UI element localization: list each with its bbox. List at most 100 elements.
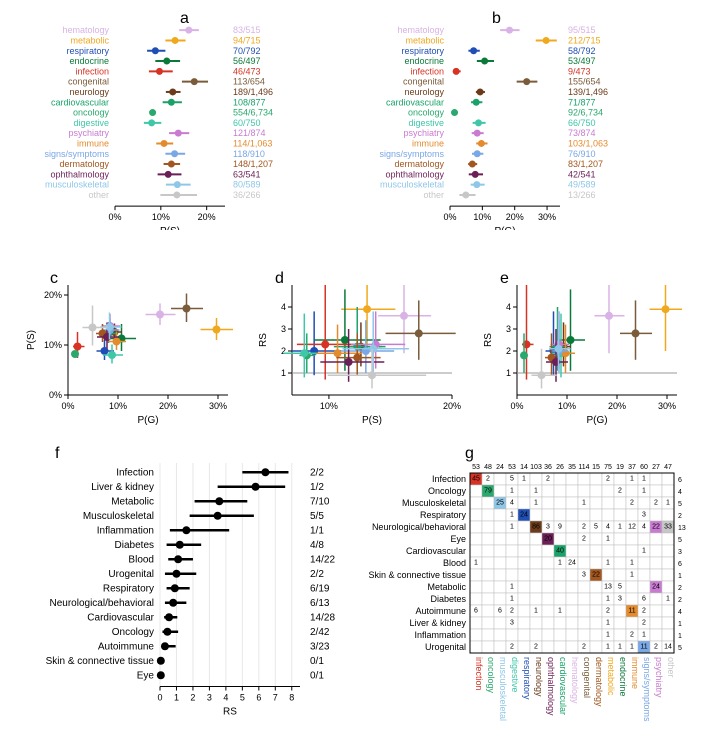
svg-text:1: 1 bbox=[534, 500, 538, 507]
svg-text:2/42: 2/42 bbox=[310, 627, 330, 638]
svg-text:6: 6 bbox=[256, 693, 261, 703]
svg-text:71/877: 71/877 bbox=[568, 97, 596, 107]
svg-text:20%: 20% bbox=[198, 212, 216, 222]
svg-text:6: 6 bbox=[474, 608, 478, 615]
svg-text:20%: 20% bbox=[608, 401, 626, 411]
svg-text:infection: infection bbox=[410, 66, 444, 76]
svg-text:42/541: 42/541 bbox=[568, 169, 596, 179]
svg-text:endocrine: endocrine bbox=[404, 56, 444, 66]
svg-text:22: 22 bbox=[652, 524, 660, 531]
svg-text:0/1: 0/1 bbox=[310, 670, 324, 681]
svg-text:6/19: 6/19 bbox=[310, 583, 330, 594]
svg-text:1: 1 bbox=[606, 632, 610, 639]
svg-text:2: 2 bbox=[642, 620, 646, 627]
svg-text:6/13: 6/13 bbox=[310, 598, 330, 609]
svg-text:respiratory: respiratory bbox=[401, 46, 444, 56]
svg-text:1: 1 bbox=[510, 524, 514, 531]
svg-text:8: 8 bbox=[289, 693, 294, 703]
svg-text:hematology: hematology bbox=[570, 657, 580, 704]
svg-text:148/1,207: 148/1,207 bbox=[233, 159, 273, 169]
svg-text:Liver & kidney: Liver & kidney bbox=[409, 618, 466, 628]
svg-text:respiratory: respiratory bbox=[522, 657, 532, 700]
svg-text:cardiovascular: cardiovascular bbox=[51, 97, 109, 107]
svg-text:10%: 10% bbox=[44, 340, 62, 350]
svg-text:20%: 20% bbox=[44, 290, 62, 300]
svg-text:0%: 0% bbox=[61, 401, 74, 411]
svg-text:Respiratory: Respiratory bbox=[420, 510, 467, 520]
svg-text:digestive: digestive bbox=[73, 118, 109, 128]
svg-text:1: 1 bbox=[582, 500, 586, 507]
svg-text:hematology: hematology bbox=[62, 25, 109, 35]
svg-text:4/8: 4/8 bbox=[310, 540, 324, 551]
svg-text:4: 4 bbox=[678, 489, 682, 496]
svg-text:dermatology: dermatology bbox=[59, 159, 109, 169]
svg-text:20: 20 bbox=[544, 536, 552, 543]
svg-text:114/1,063: 114/1,063 bbox=[233, 138, 272, 148]
svg-text:108/877: 108/877 bbox=[233, 97, 266, 107]
svg-text:24: 24 bbox=[652, 584, 660, 591]
svg-text:Eye: Eye bbox=[137, 670, 155, 681]
svg-text:signs/symptoms: signs/symptoms bbox=[379, 149, 444, 159]
svg-text:Musculoskeletal: Musculoskeletal bbox=[402, 498, 466, 508]
svg-text:musculoskeletal: musculoskeletal bbox=[380, 180, 444, 190]
svg-text:congenital: congenital bbox=[582, 657, 592, 698]
svg-text:Autoimmune: Autoimmune bbox=[415, 606, 466, 616]
svg-text:12: 12 bbox=[628, 524, 636, 531]
svg-text:Cardiovascular: Cardiovascular bbox=[406, 546, 466, 556]
panel-f-chart: Infection2/2Liver & kidney1/2Metabolic7/… bbox=[10, 455, 360, 725]
svg-text:1/1: 1/1 bbox=[310, 525, 324, 536]
svg-text:58/792: 58/792 bbox=[568, 46, 596, 56]
svg-text:75: 75 bbox=[604, 464, 612, 471]
svg-text:24: 24 bbox=[568, 560, 576, 567]
svg-text:Inflammation: Inflammation bbox=[414, 630, 466, 640]
svg-text:27: 27 bbox=[652, 464, 660, 471]
svg-text:10%: 10% bbox=[152, 212, 170, 222]
svg-text:P(G): P(G) bbox=[586, 415, 607, 426]
svg-text:1: 1 bbox=[630, 572, 634, 579]
svg-text:2: 2 bbox=[486, 476, 490, 483]
svg-text:0: 0 bbox=[157, 693, 162, 703]
svg-text:Liver & kidney: Liver & kidney bbox=[91, 482, 154, 493]
svg-text:66/750: 66/750 bbox=[568, 118, 596, 128]
svg-text:36: 36 bbox=[544, 464, 552, 471]
svg-text:45: 45 bbox=[472, 476, 480, 483]
svg-text:1: 1 bbox=[630, 644, 634, 651]
svg-text:2: 2 bbox=[606, 476, 610, 483]
svg-text:1: 1 bbox=[642, 632, 646, 639]
svg-text:155/654: 155/654 bbox=[568, 77, 601, 87]
svg-text:35: 35 bbox=[568, 464, 576, 471]
svg-text:2: 2 bbox=[534, 644, 538, 651]
svg-text:5: 5 bbox=[510, 476, 514, 483]
svg-text:2: 2 bbox=[510, 644, 514, 651]
svg-text:20%: 20% bbox=[443, 401, 461, 411]
svg-text:5: 5 bbox=[618, 584, 622, 591]
svg-text:2: 2 bbox=[190, 693, 195, 703]
svg-text:P(G): P(G) bbox=[137, 415, 158, 426]
panel-c-chart: 0%10%20%30%0%10%20%P(G)P(S) bbox=[20, 275, 245, 435]
svg-text:Urogenital: Urogenital bbox=[108, 569, 154, 580]
svg-text:2: 2 bbox=[678, 513, 682, 520]
svg-text:49/589: 49/589 bbox=[568, 180, 596, 190]
svg-text:P(S): P(S) bbox=[160, 226, 180, 230]
svg-text:psychiatry: psychiatry bbox=[654, 657, 664, 698]
svg-text:digestive: digestive bbox=[408, 118, 444, 128]
svg-text:94/715: 94/715 bbox=[233, 35, 261, 45]
svg-text:Neurological/behavioral: Neurological/behavioral bbox=[372, 522, 466, 532]
svg-text:95/515: 95/515 bbox=[568, 25, 596, 35]
svg-text:signs/symptoms: signs/symptoms bbox=[642, 657, 652, 722]
svg-text:congenital: congenital bbox=[68, 77, 109, 87]
svg-text:neurology: neurology bbox=[534, 657, 544, 697]
svg-text:70/792: 70/792 bbox=[233, 46, 261, 56]
svg-text:signs/symptoms: signs/symptoms bbox=[44, 149, 109, 159]
svg-text:0/1: 0/1 bbox=[310, 656, 324, 667]
svg-text:2: 2 bbox=[510, 608, 514, 615]
svg-text:1: 1 bbox=[510, 584, 514, 591]
svg-text:1: 1 bbox=[678, 573, 682, 580]
svg-text:53/497: 53/497 bbox=[568, 56, 596, 66]
svg-text:2: 2 bbox=[678, 585, 682, 592]
svg-text:1: 1 bbox=[618, 524, 622, 531]
svg-text:1: 1 bbox=[678, 633, 682, 640]
svg-text:7/10: 7/10 bbox=[310, 496, 330, 507]
svg-text:10%: 10% bbox=[320, 401, 338, 411]
svg-text:20%: 20% bbox=[159, 401, 177, 411]
